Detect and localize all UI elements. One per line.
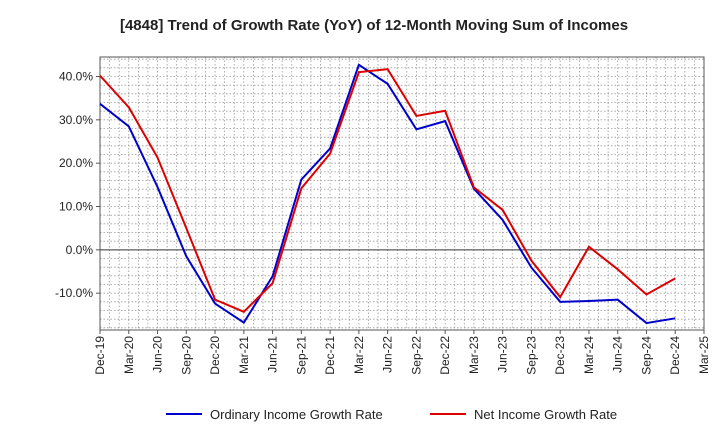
x-tick-label: Mar-24 xyxy=(582,336,596,374)
y-tick-label: 0.0% xyxy=(66,243,94,257)
x-tick-label: Jun-23 xyxy=(496,336,510,373)
series-line-ordinary-income xyxy=(99,63,676,325)
gridlines xyxy=(100,57,704,330)
x-tick-label: Dec-20 xyxy=(208,336,222,375)
x-tick-label: Sep-22 xyxy=(409,336,423,375)
x-tick-label: Mar-22 xyxy=(352,336,366,374)
legend-label-ordinary-income: Ordinary Income Growth Rate xyxy=(210,407,383,422)
x-tick-label: Dec-21 xyxy=(323,336,337,375)
x-tick-label: Sep-23 xyxy=(524,336,538,375)
x-tick-label: Jun-24 xyxy=(611,336,625,373)
y-tick-label: 10.0% xyxy=(59,200,93,214)
series-lines xyxy=(99,63,676,325)
legend: Ordinary Income Growth Rate Net Income G… xyxy=(166,407,617,422)
x-tick-label: Jun-22 xyxy=(381,336,395,373)
x-tick-label: Sep-20 xyxy=(179,336,193,375)
series-line-net-income xyxy=(99,68,676,313)
y-axis-ticks: 40.0% 30.0% 20.0% 10.0% 0.0% -10.0% xyxy=(55,70,100,300)
y-tick-label: 30.0% xyxy=(59,113,93,127)
plot-area-frame xyxy=(99,56,705,331)
x-axis-ticks: Dec-19 Mar-20 Jun-20 Sep-20 Dec-20 Mar-21 Jun-… xyxy=(93,330,711,375)
x-tick-label: Jun-21 xyxy=(266,336,280,373)
y-tick-label: 40.0% xyxy=(59,70,93,84)
x-tick-label: Sep-21 xyxy=(294,336,308,375)
x-tick-label: Mar-23 xyxy=(467,336,481,374)
x-tick-label: Mar-21 xyxy=(237,336,251,374)
x-tick-label: Dec-23 xyxy=(553,336,567,375)
x-tick-label: Dec-19 xyxy=(93,336,107,375)
x-tick-label: Mar-25 xyxy=(697,336,711,374)
x-tick-label: Mar-20 xyxy=(122,336,136,374)
y-tick-label: 20.0% xyxy=(59,156,93,170)
x-tick-label: Dec-22 xyxy=(438,336,452,375)
chart-title: [4848] Trend of Growth Rate (YoY) of 12-… xyxy=(120,17,628,34)
x-tick-label: Dec-24 xyxy=(668,336,682,375)
legend-label-net-income: Net Income Growth Rate xyxy=(474,407,617,422)
x-tick-label: Jun-20 xyxy=(151,336,165,373)
y-tick-label: -10.0% xyxy=(55,286,93,300)
x-tick-label: Sep-24 xyxy=(639,336,653,375)
